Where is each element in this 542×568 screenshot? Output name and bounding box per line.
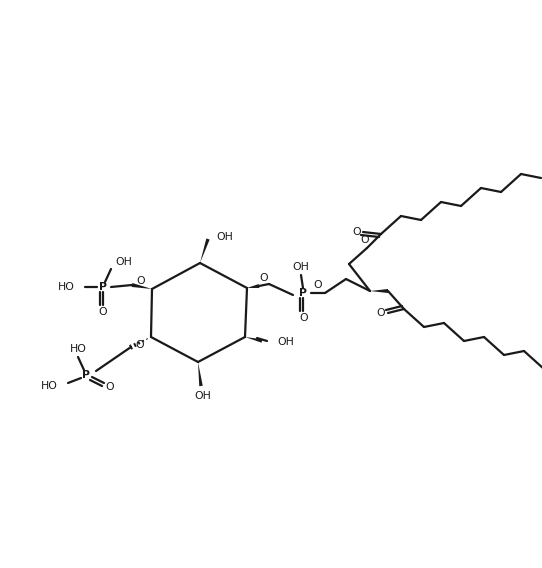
Text: HO: HO xyxy=(58,282,75,292)
Text: OH: OH xyxy=(293,262,309,272)
Text: HO: HO xyxy=(69,344,86,354)
Text: O: O xyxy=(360,235,369,245)
Text: O: O xyxy=(136,340,144,350)
Text: P: P xyxy=(82,370,90,380)
Polygon shape xyxy=(370,289,388,293)
Text: HO: HO xyxy=(41,381,58,391)
Text: OH: OH xyxy=(216,232,233,242)
Polygon shape xyxy=(132,283,152,289)
Polygon shape xyxy=(245,337,262,343)
Polygon shape xyxy=(247,284,259,288)
Text: O: O xyxy=(314,280,322,290)
Text: O: O xyxy=(106,382,114,392)
Text: O: O xyxy=(137,276,145,286)
Text: O: O xyxy=(353,227,362,237)
Text: O: O xyxy=(99,307,107,317)
Polygon shape xyxy=(200,239,210,263)
Text: O: O xyxy=(377,308,385,318)
Text: O: O xyxy=(300,313,308,323)
Text: P: P xyxy=(299,288,307,298)
Text: P: P xyxy=(99,282,107,292)
Text: OH: OH xyxy=(277,337,294,347)
Text: OH: OH xyxy=(195,391,211,401)
Text: OH: OH xyxy=(115,257,132,267)
Polygon shape xyxy=(198,362,203,386)
Text: O: O xyxy=(260,273,268,283)
